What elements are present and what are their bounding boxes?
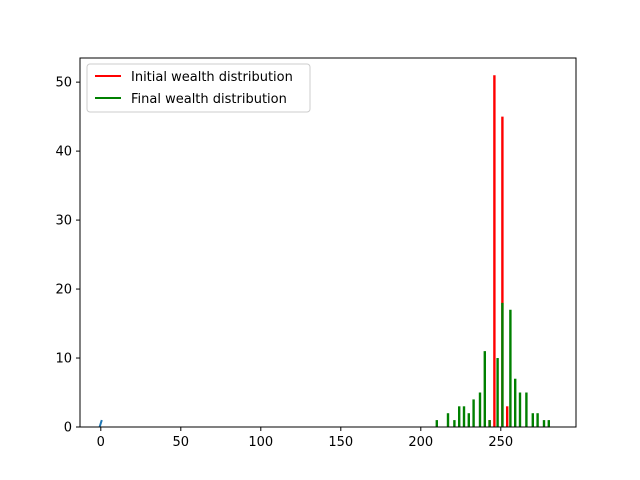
final-wealth-bar [435,420,438,427]
final-wealth-bar [518,392,522,427]
initial-wealth-bar [493,75,496,428]
final-wealth-bar [536,413,539,427]
y-tick-label: 20 [55,283,72,298]
final-wealth-bar [514,378,517,427]
final-wealth-bar [472,399,475,427]
final-wealth-bar [453,420,456,427]
final-wealth-bar [446,413,450,427]
final-wealth-bar [501,302,504,427]
final-wealth-bar [547,420,550,427]
legend: Initial wealth distribution Final wealth … [86,63,311,113]
initial-wealth-bar [501,116,504,427]
blue-series-mark [98,419,103,428]
final-wealth-bar [509,309,512,427]
plot-area [98,75,550,428]
y-tick-label: 50 [55,76,72,91]
legend-initial-label: Initial wealth distribution [131,70,293,85]
x-tick-label: 200 [408,435,433,450]
y-tick-label: 10 [55,352,72,367]
final-wealth-bar [525,392,528,427]
final-wealth-bar [488,420,491,427]
y-tick-label: 40 [55,145,72,160]
final-wealth-bar [531,413,534,427]
final-wealth-bar [458,406,461,427]
final-wealth-bar [496,358,499,427]
legend-box [86,63,311,113]
x-tick-label: 150 [328,435,353,450]
initial-wealth-bar [506,406,509,427]
final-wealth-bar [478,392,482,427]
final-wealth-bar [462,406,466,427]
final-wealth-bar [542,420,546,427]
x-tick-label: 250 [488,435,513,450]
x-tick-label: 50 [173,435,190,450]
x-tick-label: 100 [248,435,273,450]
y-tick-label: 0 [64,421,72,436]
final-wealth-bar [483,351,486,427]
y-tick-label: 30 [55,214,72,229]
legend-final-label: Final wealth distribution [131,92,287,107]
final-wealth-bar [467,413,470,427]
axes-frame [79,57,577,428]
x-tick-label: 0 [97,435,105,450]
axes: 0 50 100 150 200 250 0 10 20 30 40 50 [55,57,577,450]
